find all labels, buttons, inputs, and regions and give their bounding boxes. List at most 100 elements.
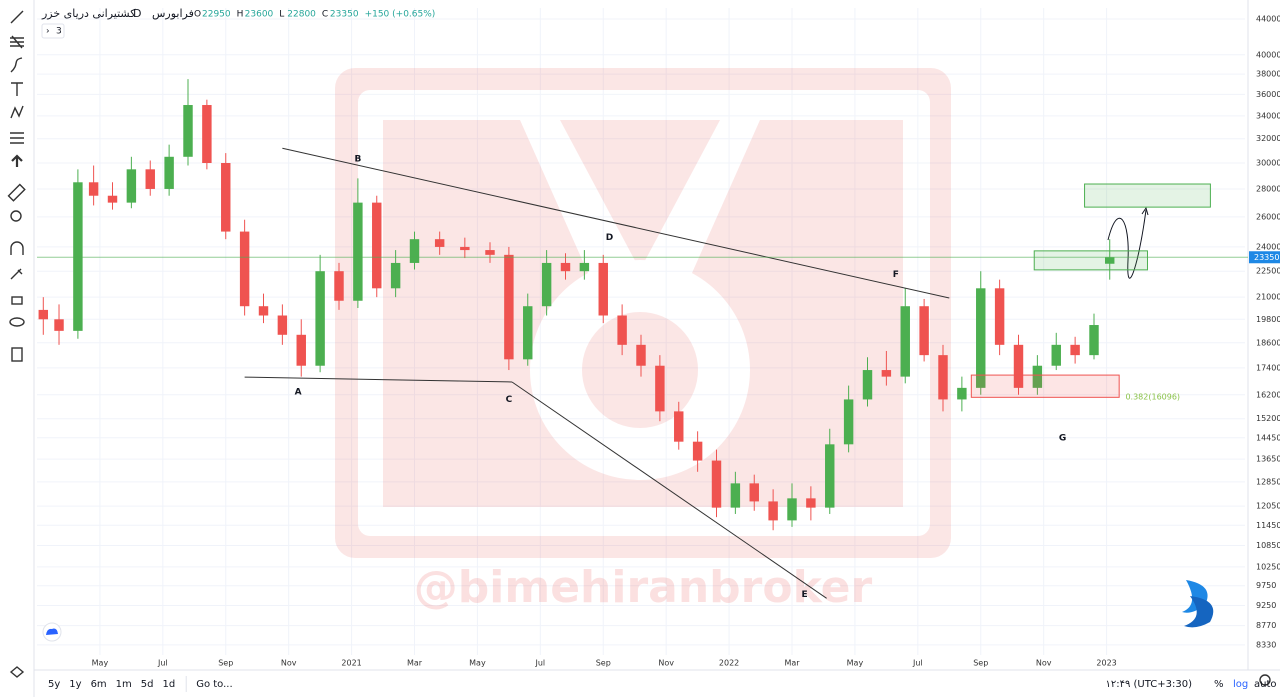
candle-body: [460, 246, 470, 251]
y-tick-label: 19800: [1256, 315, 1280, 324]
range-button[interactable]: 1d: [163, 679, 176, 690]
y-tick-label: 22500: [1256, 267, 1280, 276]
candle-body: [843, 399, 854, 445]
candle-body: [560, 262, 571, 272]
symbol-name: کشتیرانی دریای خزر: [41, 7, 136, 20]
last-price-tag: [1249, 251, 1280, 264]
candle-body: [768, 501, 778, 521]
candle-body: [372, 202, 382, 289]
lock-drawing-tool[interactable]: [10, 268, 23, 280]
y-tick-label: 12050: [1256, 502, 1280, 511]
wave-label: F: [893, 270, 899, 280]
range-button[interactable]: 5y: [48, 679, 60, 690]
x-tick-label: Nov: [1036, 659, 1052, 668]
settings-button[interactable]: [1259, 674, 1271, 686]
x-tick-label: Sep: [218, 659, 233, 668]
x-tick-label: 2022: [719, 659, 739, 668]
fib-label: 0.382(16096): [1125, 393, 1180, 402]
cursor-tool[interactable]: [11, 154, 23, 167]
y-tick-label: 10850: [1256, 541, 1280, 550]
y-tick-label: 17400: [1256, 363, 1280, 372]
y-tick-label: 8770: [1256, 621, 1276, 630]
goto-button[interactable]: Go to...: [196, 679, 232, 690]
visibility-tool[interactable]: [9, 317, 25, 327]
candle-body: [239, 231, 250, 307]
measure-tool[interactable]: [10, 132, 24, 144]
range-button[interactable]: 5d: [141, 679, 154, 690]
wave-label: C: [506, 395, 513, 405]
candle-body: [655, 365, 665, 412]
zoom-tool[interactable]: [10, 210, 22, 222]
ohlc-value: 23350: [330, 10, 359, 20]
candle-body: [54, 319, 64, 331]
candle-body: [202, 105, 212, 164]
candle-body: [825, 444, 835, 508]
y-tick-label: 38000: [1256, 70, 1280, 79]
ohlc-value: 22800: [287, 10, 316, 20]
cloud-icon: [46, 628, 58, 635]
zone-box: [1033, 250, 1148, 271]
x-tick-label: 2023: [1096, 659, 1116, 668]
candle-body: [107, 195, 118, 203]
indicators-count: 3: [56, 27, 62, 37]
object-tree[interactable]: [9, 666, 25, 678]
wave-label: G: [1059, 434, 1066, 444]
trend-line: [511, 381, 827, 599]
trend-line-tool[interactable]: [10, 10, 24, 24]
candle-body: [73, 182, 83, 331]
trend-line: [244, 376, 513, 383]
price-change: +150 (+0.65%): [365, 10, 436, 20]
arrow-head: [1141, 206, 1149, 216]
candle-body: [862, 370, 873, 400]
delete-tool[interactable]: [11, 347, 23, 362]
candle-body: [183, 105, 193, 157]
watermark-logo: [335, 68, 951, 558]
candle-body: [88, 182, 99, 196]
fib-tool[interactable]: [10, 35, 24, 49]
exchange: فرابورس: [152, 7, 194, 20]
candle-body: [881, 370, 892, 377]
x-tick-label: Mar: [407, 659, 423, 668]
toggle-icon: ›: [46, 27, 50, 37]
candle-body: [504, 254, 514, 360]
auto-toggle[interactable]: auto: [1254, 679, 1277, 690]
candle-body: [277, 315, 288, 335]
y-tick-label: 12850: [1256, 477, 1280, 486]
candle-body: [692, 441, 703, 461]
candle-body: [1089, 325, 1099, 356]
prediction-tool[interactable]: [10, 105, 24, 119]
x-tick-label: Jul: [157, 659, 168, 668]
range-button[interactable]: 6m: [91, 679, 107, 690]
x-tick-label: Jul: [912, 659, 923, 668]
range-button[interactable]: 1m: [116, 679, 132, 690]
candle-body: [579, 262, 590, 272]
ruler-tool[interactable]: [7, 183, 26, 202]
x-tick-label: Sep: [596, 659, 611, 668]
y-tick-label: 11450: [1256, 521, 1280, 530]
ohlc-label: H: [237, 10, 244, 20]
wave-label: E: [802, 590, 808, 600]
log-toggle[interactable]: log: [1233, 679, 1248, 690]
y-tick-label: 34000: [1256, 111, 1280, 120]
indicators-toggle[interactable]: [41, 23, 65, 39]
y-tick-label: 13650: [1256, 455, 1280, 464]
x-tick-label: May: [847, 659, 864, 668]
candle-body: [1032, 365, 1043, 388]
last-price-label: 23350: [1254, 253, 1279, 262]
candle-body: [674, 411, 684, 442]
range-button[interactable]: 1y: [69, 679, 81, 690]
candle-body: [994, 288, 1005, 345]
x-tick-label: Nov: [281, 659, 297, 668]
candle-body: [617, 315, 627, 345]
text-tool[interactable]: [11, 82, 23, 96]
y-tick-label: 9750: [1256, 581, 1276, 590]
candle-body: [523, 306, 533, 360]
watermark-text: @bimehiranbroker: [414, 562, 873, 613]
lock-tool[interactable]: [11, 296, 23, 305]
candle-body: [221, 163, 231, 232]
magnet-tool[interactable]: [10, 241, 24, 255]
x-tick-label: May: [92, 659, 109, 668]
percent-toggle[interactable]: %: [1214, 679, 1224, 690]
y-tick-label: 28000: [1256, 184, 1280, 193]
pattern-tool[interactable]: [10, 57, 23, 73]
